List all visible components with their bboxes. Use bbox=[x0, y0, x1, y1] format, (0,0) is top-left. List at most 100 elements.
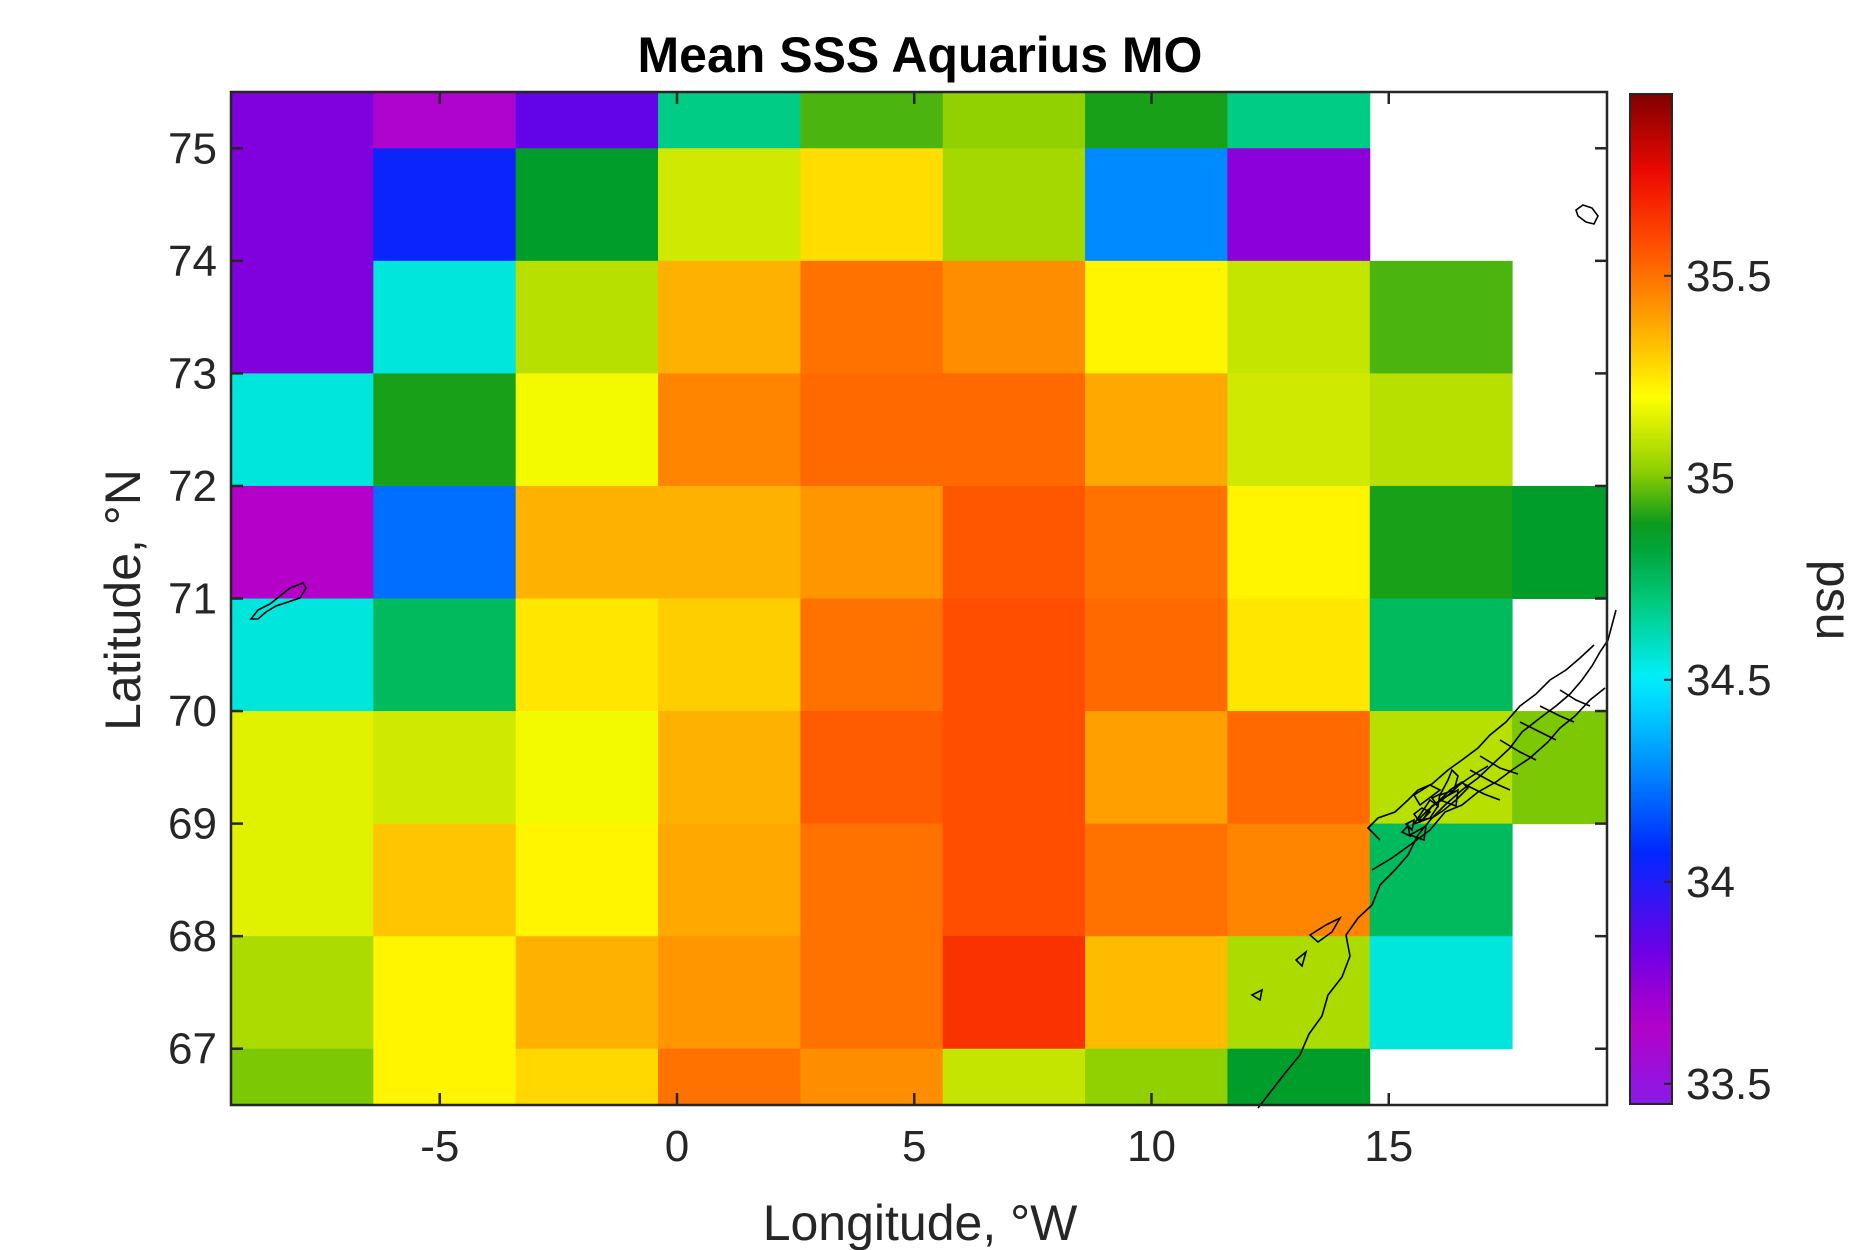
heatmap-cell bbox=[231, 92, 374, 149]
heatmap-cell bbox=[658, 485, 801, 599]
x-axis-label: Longitude, °W bbox=[763, 1195, 1078, 1250]
heatmap-cell bbox=[1227, 1048, 1371, 1106]
heatmap-cell bbox=[800, 936, 944, 1050]
heatmap-cell bbox=[231, 1048, 374, 1106]
x-axis-ticks: -5 0 5 10 15 bbox=[420, 92, 1413, 1171]
heatmap-cell bbox=[942, 260, 1086, 374]
heatmap-cell bbox=[515, 92, 659, 149]
y-axis-label: Latitude, °N bbox=[95, 469, 151, 731]
colorbar-frame bbox=[1629, 93, 1673, 1105]
x-tick-label: 10 bbox=[1127, 1122, 1176, 1171]
plot-area: -5 0 5 10 15 67 68 69 70 71 72 73 74 75 bbox=[168, 90, 1617, 1171]
heatmap-cell bbox=[515, 598, 659, 712]
heatmap-cell bbox=[1512, 711, 1608, 825]
heatmap-cell bbox=[658, 598, 801, 712]
heatmap-cell bbox=[800, 1048, 944, 1106]
colorbar-tick-label: 35 bbox=[1686, 454, 1735, 503]
heatmap-cell bbox=[1369, 823, 1513, 937]
heatmap-cell bbox=[1369, 373, 1513, 487]
heatmap-cell bbox=[1512, 485, 1608, 599]
x-tick-label: 0 bbox=[665, 1122, 689, 1171]
heatmap-cell bbox=[942, 1048, 1086, 1106]
heatmap-cell bbox=[1085, 823, 1228, 937]
heatmap-cell bbox=[800, 92, 944, 149]
heatmap-cell bbox=[1227, 373, 1371, 487]
heatmap-cell bbox=[515, 936, 659, 1050]
heatmap-cell bbox=[373, 823, 517, 937]
heatmap-cell bbox=[1085, 92, 1228, 149]
heatmap-cell bbox=[231, 598, 374, 712]
colorbar-label: psu bbox=[1806, 560, 1862, 641]
heatmap-cell bbox=[800, 148, 944, 262]
heatmap-cell bbox=[231, 823, 374, 937]
coastline-fjord-lines bbox=[1463, 689, 1591, 801]
heatmap-cell bbox=[1227, 148, 1371, 262]
heatmap-cell bbox=[1085, 260, 1228, 374]
heatmap-cell bbox=[1227, 936, 1371, 1050]
heatmap-cell bbox=[942, 598, 1086, 712]
heatmap-cell bbox=[800, 711, 944, 825]
coastline-jan-mayen bbox=[249, 582, 307, 620]
heatmap-cell bbox=[658, 1048, 801, 1106]
heatmap-cell bbox=[515, 485, 659, 599]
heatmap-cell bbox=[800, 260, 944, 374]
heatmap-cell bbox=[658, 92, 801, 149]
y-tick-label: 73 bbox=[168, 349, 217, 398]
heatmap-cell bbox=[231, 485, 374, 599]
heatmap-cell bbox=[942, 373, 1086, 487]
colorbar-gradient bbox=[1630, 94, 1672, 1104]
heatmap-cell bbox=[1227, 260, 1371, 374]
heatmap-cell bbox=[515, 148, 659, 262]
y-tick-label: 69 bbox=[168, 800, 217, 849]
heatmap-cell bbox=[942, 823, 1086, 937]
heatmap-cell bbox=[1227, 485, 1371, 599]
y-tick-label: 74 bbox=[168, 237, 217, 286]
heatmap-cell bbox=[1085, 711, 1228, 825]
coastline-norway-islands bbox=[1250, 784, 1459, 1002]
heatmap-cell bbox=[942, 485, 1086, 599]
colorbar: 33.5 34 34.5 35 35.5 bbox=[1629, 93, 1772, 1109]
heatmap-cell bbox=[1085, 373, 1228, 487]
heatmap-cell bbox=[1085, 148, 1228, 262]
y-tick-label: 72 bbox=[168, 462, 217, 511]
heatmap-cell bbox=[942, 148, 1086, 262]
heatmap-cell bbox=[1085, 485, 1228, 599]
heatmap-cell bbox=[1369, 598, 1513, 712]
heatmap-cell bbox=[658, 373, 801, 487]
heatmap-cell bbox=[658, 823, 801, 937]
heatmap-cell bbox=[942, 92, 1086, 149]
heatmap-cell bbox=[1369, 711, 1513, 825]
heatmap-cell bbox=[373, 148, 517, 262]
coastline-lofoten-chain bbox=[1404, 765, 1489, 832]
heatmap-cell bbox=[515, 823, 659, 937]
heatmap-cell bbox=[942, 936, 1086, 1050]
colorbar-tick-label: 33.5 bbox=[1686, 1060, 1772, 1109]
heatmap-cell bbox=[800, 823, 944, 937]
heatmap-cell bbox=[373, 373, 517, 487]
heatmap-cell bbox=[231, 373, 374, 487]
y-tick-label: 68 bbox=[168, 912, 217, 961]
heatmap-cell bbox=[1085, 936, 1228, 1050]
heatmap-cell bbox=[373, 936, 517, 1050]
heatmap-cell bbox=[658, 148, 801, 262]
chart-title: Mean SSS Aquarius MO bbox=[638, 27, 1203, 83]
coastline-norway-fjords-2 bbox=[1366, 644, 1595, 841]
heatmap-cell bbox=[1227, 92, 1371, 149]
heatmap-cell bbox=[800, 598, 944, 712]
heatmap-cell bbox=[942, 711, 1086, 825]
heatmap-cell bbox=[515, 373, 659, 487]
heatmap-cell bbox=[1085, 598, 1228, 712]
heatmap-cell bbox=[800, 485, 944, 599]
coastline-bear-island bbox=[1575, 204, 1599, 225]
heatmap-cell bbox=[1227, 823, 1371, 937]
heatmap-cell bbox=[373, 260, 517, 374]
x-tick-label: 15 bbox=[1364, 1122, 1413, 1171]
x-tick-label: 5 bbox=[902, 1122, 926, 1171]
heatmap-cell bbox=[515, 260, 659, 374]
heatmap-cell bbox=[373, 598, 517, 712]
heatmap-cell bbox=[515, 1048, 659, 1106]
heatmap-cell bbox=[658, 260, 801, 374]
heatmap-cell bbox=[800, 373, 944, 487]
colorbar-tick-label: 34.5 bbox=[1686, 656, 1772, 705]
heatmap-cell bbox=[231, 260, 374, 374]
